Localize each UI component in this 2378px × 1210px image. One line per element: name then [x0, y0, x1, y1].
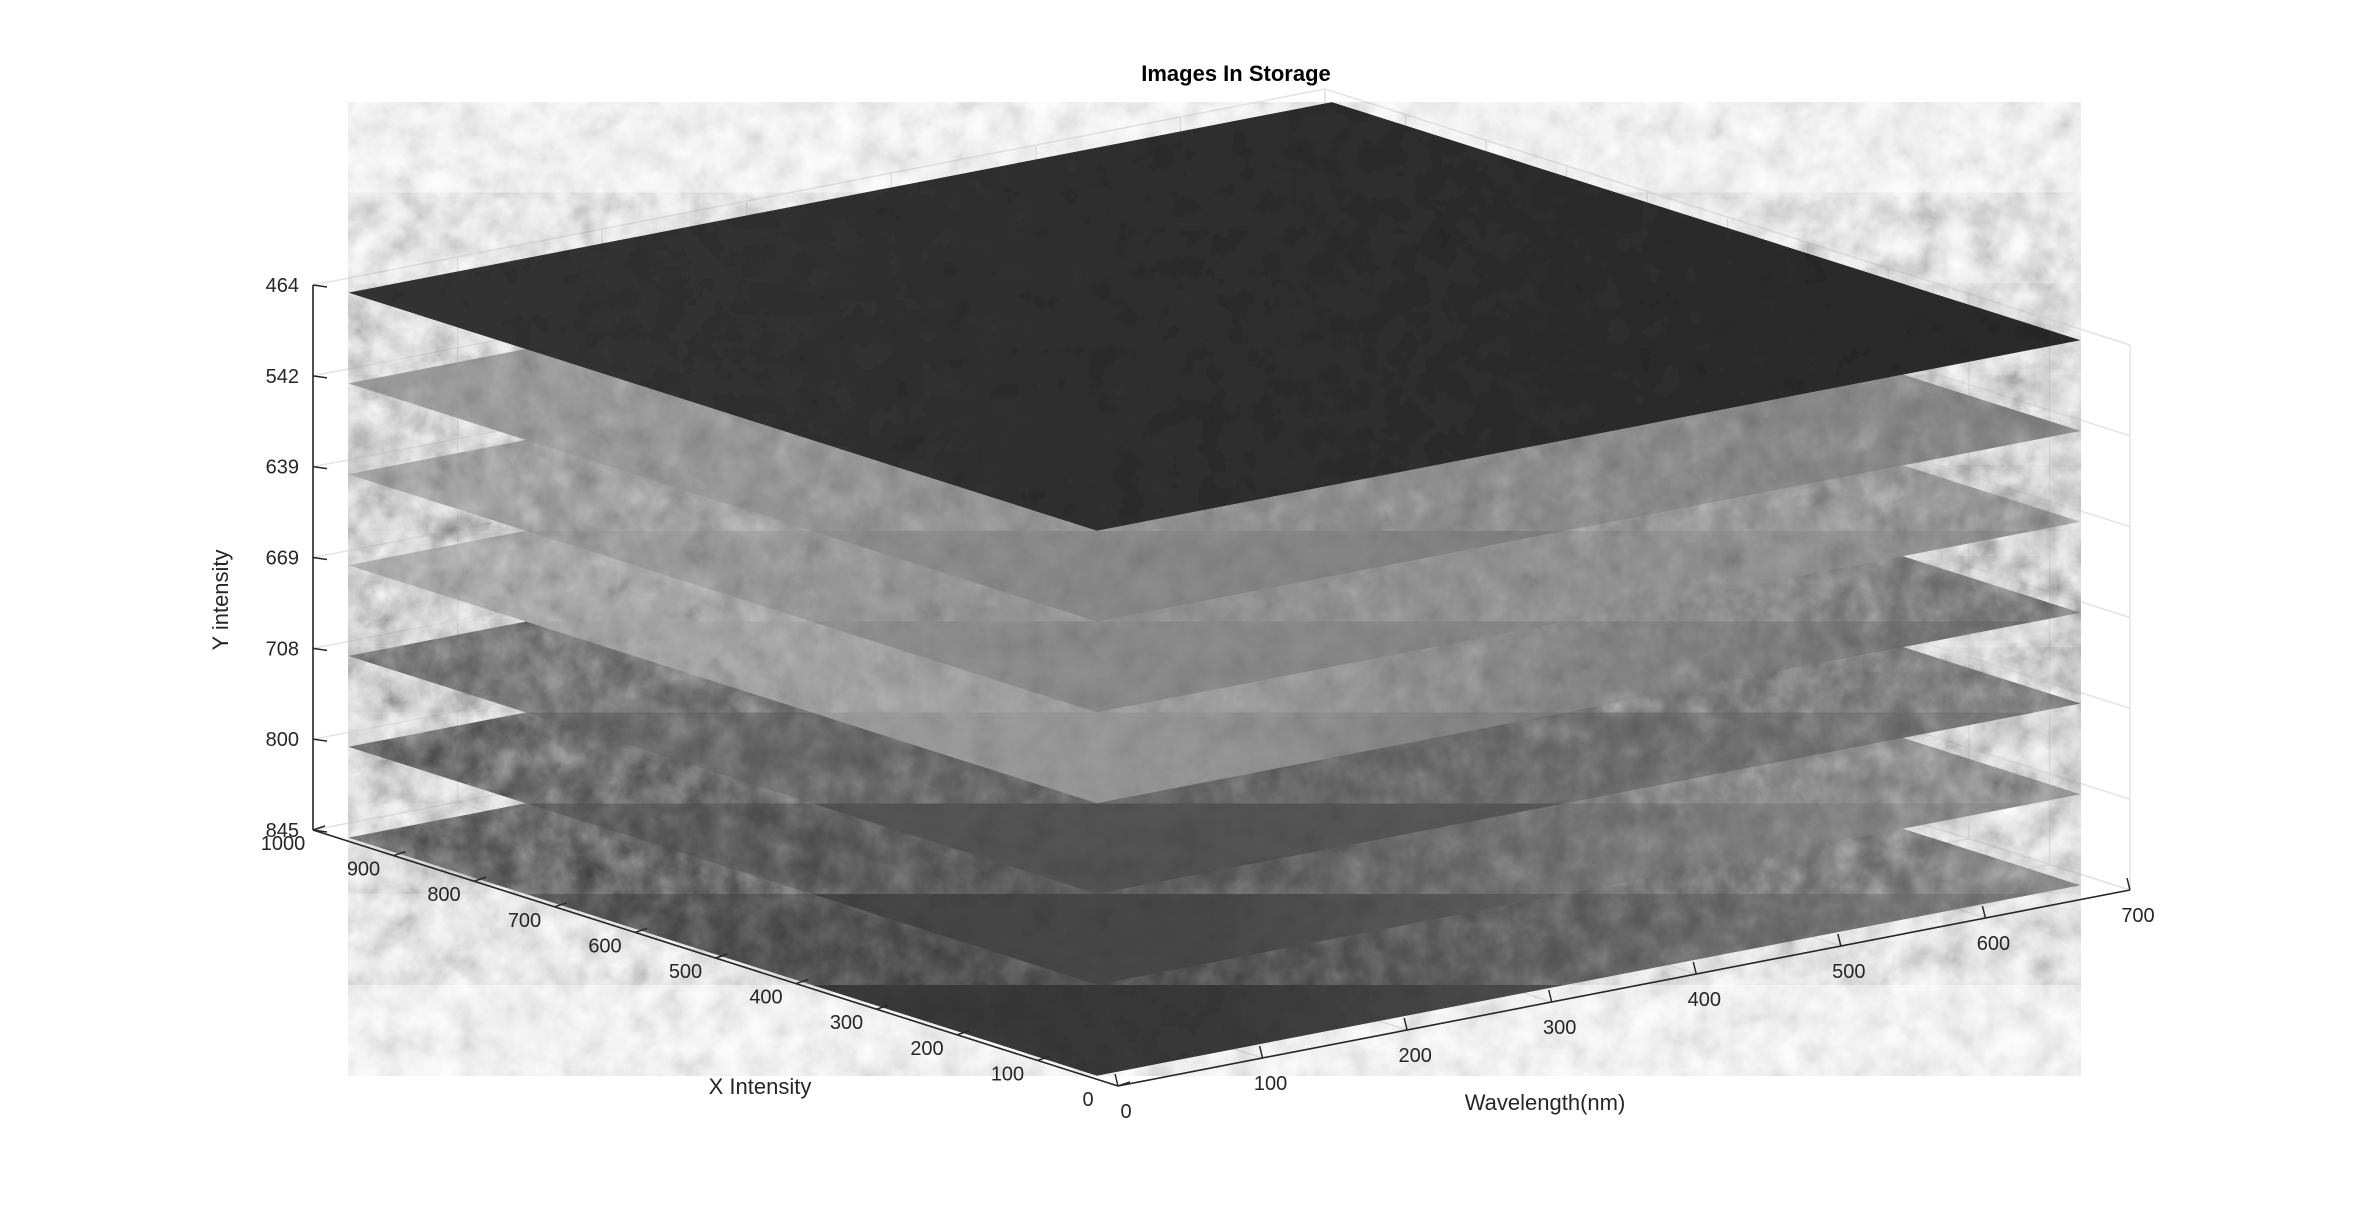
x-tick-label: 700: [2121, 905, 2154, 927]
y-tick: [554, 902, 567, 908]
chart-title: Images In Storage: [1141, 61, 1331, 86]
z-tick-label: 669: [266, 548, 299, 570]
z-tick: [312, 284, 328, 288]
z-tick-label: 800: [266, 729, 299, 751]
y-tick-label: 100: [991, 1063, 1024, 1085]
y-tick: [795, 978, 809, 985]
y-tick: [393, 850, 406, 857]
y-tick: [715, 953, 728, 959]
grid-line-z: [312, 88, 2131, 346]
image-layers: [348, 102, 2081, 1076]
x-tick: [1258, 1045, 1264, 1059]
y-tick-label: 600: [588, 935, 621, 957]
y-tick-label: 900: [347, 859, 380, 881]
axes: 0 100 200 300 400 500 600 700 0 100 200 300 400 500 60…: [261, 275, 2155, 1123]
z-tick-label: 708: [266, 638, 299, 660]
z-tick: [312, 556, 328, 561]
x-tick-label: 500: [1832, 961, 1865, 983]
z-tick: [312, 647, 328, 652]
y-tick-label: 200: [910, 1038, 943, 1060]
image-layer-464: [348, 102, 2081, 531]
x-tick: [1403, 1017, 1408, 1031]
z-tick: [312, 738, 328, 742]
z-tick-label: 639: [266, 457, 299, 479]
y-tick-label: 400: [749, 987, 782, 1009]
x-tick: [2126, 877, 2131, 891]
x-tick-label: 300: [1543, 1017, 1576, 1039]
y-tick-label: 0: [1082, 1089, 1093, 1111]
x-tick-label: 600: [1977, 933, 2010, 955]
y-tick-label: 1000: [261, 833, 306, 855]
y-axis-label: X Intensity: [709, 1074, 812, 1099]
z-tick-label: 542: [266, 366, 299, 388]
z-tick-label: 845: [266, 820, 299, 842]
y-tick: [634, 927, 648, 934]
z-tick: [312, 465, 328, 470]
y-tick-label: 700: [508, 910, 541, 932]
x-tick: [1114, 1073, 1119, 1087]
y-tick-label: 800: [427, 884, 460, 906]
y-tick: [876, 1004, 889, 1010]
x-tick-label: 0: [1120, 1101, 1131, 1123]
z-tick: [312, 829, 328, 833]
x-tick-label: 100: [1254, 1073, 1287, 1095]
x-tick: [1692, 961, 1698, 975]
y-tick: [956, 1030, 970, 1036]
x-axis-line: [1117, 889, 2131, 1087]
z-tick-label: 464: [266, 275, 299, 297]
y-tick-label: 500: [669, 961, 702, 983]
y-tick-label: 300: [830, 1012, 863, 1034]
z-tick: [312, 375, 328, 379]
x-tick: [1981, 905, 1987, 919]
x-tick-label: 400: [1688, 989, 1721, 1011]
x-tick-label: 200: [1398, 1045, 1431, 1067]
y-tick: [473, 876, 487, 882]
y-tick: [1037, 1055, 1050, 1062]
x-tick: [1837, 933, 1842, 947]
x-tick: [1547, 989, 1553, 1003]
z-axis-label: Y intensity: [208, 549, 233, 650]
y-tick: [312, 825, 326, 831]
y-tick: [1117, 1081, 1131, 1087]
x-axis-label: Wavelength(nm): [1465, 1090, 1626, 1115]
